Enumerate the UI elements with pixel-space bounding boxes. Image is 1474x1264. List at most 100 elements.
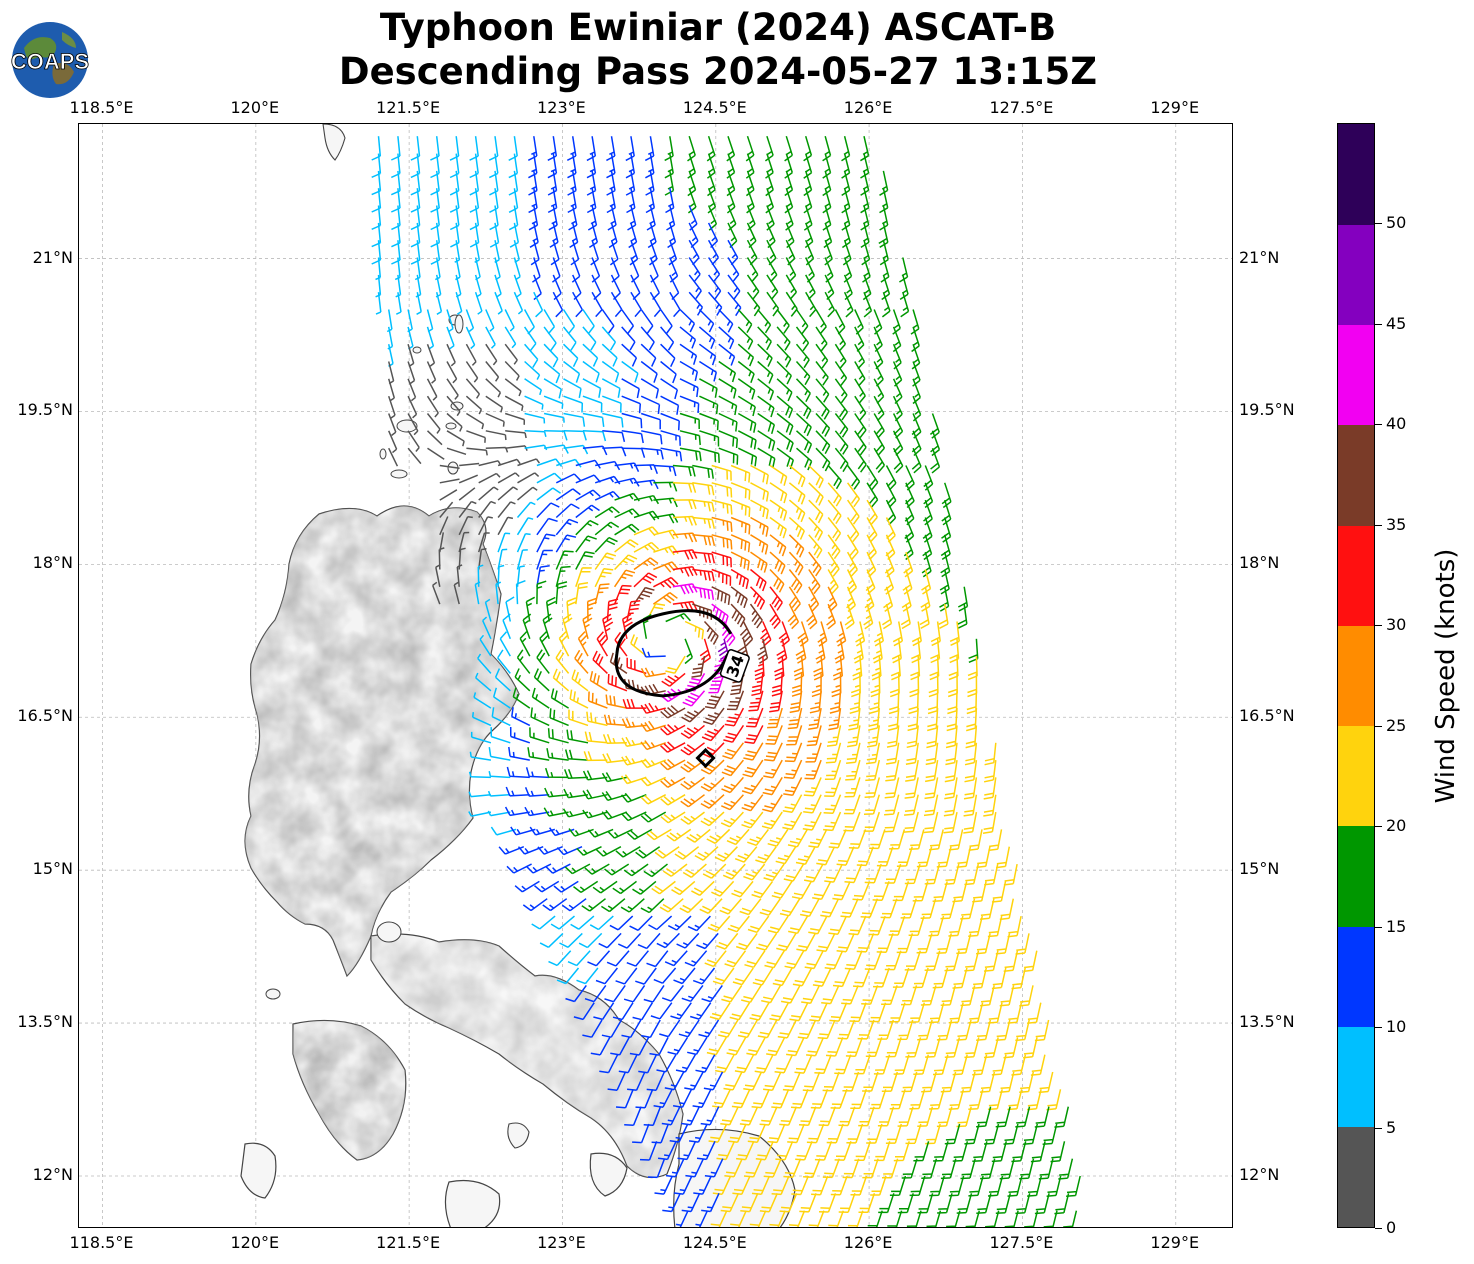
wind-barb: [553, 880, 579, 893]
wind-barb: [524, 430, 547, 437]
wind-barb: [465, 343, 477, 366]
wind-barb: [610, 291, 623, 318]
wind-barb: [757, 430, 776, 451]
wind-barb: [565, 984, 587, 1003]
wind-barb: [485, 309, 495, 332]
wind-barb: [808, 482, 824, 506]
wind-barb: [646, 1071, 665, 1092]
wind-barb: [630, 257, 640, 283]
wind-barb: [771, 880, 793, 899]
wind-barb: [903, 811, 919, 833]
wind-barb: [968, 1175, 984, 1197]
wind-barb: [874, 1141, 891, 1162]
wind-barb: [789, 690, 803, 714]
wind-barb: [846, 499, 860, 525]
wind-barb: [750, 464, 769, 485]
wind-barb: [825, 742, 842, 764]
colorbar-tick-mark: [1375, 223, 1382, 225]
wind-barb: [912, 395, 922, 422]
wind-barb: [570, 915, 595, 930]
wind-barb: [485, 446, 509, 453]
wind-barb: [643, 863, 668, 878]
wind-barb: [1004, 1210, 1019, 1227]
wind-barb: [686, 828, 711, 843]
wind-barb: [701, 984, 723, 1003]
wind-barb: [522, 613, 532, 640]
wind-barb: [508, 205, 519, 231]
colorbar-bin: [1338, 525, 1374, 626]
wind-barb: [644, 136, 655, 162]
wind-barb: [692, 499, 715, 512]
wind-barb: [660, 430, 681, 446]
wind-barb: [889, 1175, 907, 1196]
wind-barb: [563, 378, 582, 399]
wind-barb: [946, 1210, 961, 1227]
wind-barb: [446, 412, 463, 432]
wind-barb: [776, 933, 797, 952]
wind-barb: [489, 222, 500, 248]
wind-barb: [897, 1106, 914, 1127]
wind-barb: [494, 291, 503, 315]
wind-barb: [640, 776, 667, 787]
wind-barb: [726, 170, 736, 197]
lat-tick-label-right: 12°N: [1239, 1164, 1280, 1184]
wind-barb: [615, 846, 641, 858]
wind-barb: [740, 1192, 759, 1213]
wind-barb: [504, 326, 517, 349]
wind-barb: [760, 621, 772, 647]
wind-barb: [945, 742, 958, 766]
wind-barb: [848, 829, 867, 849]
wind-barb: [633, 510, 660, 521]
wind-barb: [808, 1210, 825, 1227]
wind-barb: [692, 586, 715, 600]
wind-barbs: [371, 135, 1081, 1227]
wind-barb: [586, 136, 597, 162]
wind-barb: [838, 1193, 856, 1213]
wind-barb: [605, 694, 628, 709]
wind-barb: [743, 1158, 763, 1178]
wind-barb: [621, 309, 635, 334]
lat-tick-label-left: 19.5°N: [17, 400, 73, 420]
wind-barb: [836, 846, 855, 866]
wind-barb: [589, 915, 614, 931]
wind-barb: [718, 430, 739, 449]
wind-barb: [846, 586, 856, 613]
wind-barb: [737, 308, 753, 333]
wind-barb: [737, 395, 756, 417]
wind-barb: [664, 950, 688, 967]
wind-barb: [881, 985, 898, 1006]
wind-barb: [749, 586, 766, 610]
wind-barb: [765, 187, 775, 214]
wind-barb: [625, 136, 635, 162]
wind-barb: [988, 829, 1003, 852]
wind-barb: [544, 787, 569, 798]
wind-barb: [904, 517, 915, 543]
lat-tick-label-left: 18°N: [32, 553, 73, 573]
wind-barb: [696, 932, 719, 950]
wind-barb: [852, 656, 863, 681]
wind-barb: [716, 1140, 736, 1161]
wind-barb: [782, 1071, 801, 1092]
wind-barb: [750, 499, 769, 520]
wind-barb: [637, 932, 661, 950]
wind-barb: [573, 880, 599, 894]
wind-barb: [488, 136, 499, 161]
wind-barb: [704, 690, 725, 710]
wind-barb: [602, 412, 624, 428]
wind-barb: [479, 634, 492, 657]
wind-barb: [552, 274, 562, 301]
wind-barb: [873, 447, 886, 473]
wind-barb: [966, 708, 978, 732]
wind-barb: [660, 794, 686, 806]
wind-barb: [649, 239, 658, 266]
wind-barb: [688, 291, 704, 316]
wind-barb: [749, 603, 763, 629]
wind-barb: [375, 292, 382, 315]
wind-barb: [763, 863, 785, 882]
wind-barb: [916, 846, 933, 868]
wind-barb: [956, 1106, 972, 1128]
wind-barb: [544, 430, 568, 441]
wind-barb: [653, 1088, 673, 1108]
wind-barb: [395, 292, 402, 315]
wind-barb: [516, 649, 531, 674]
